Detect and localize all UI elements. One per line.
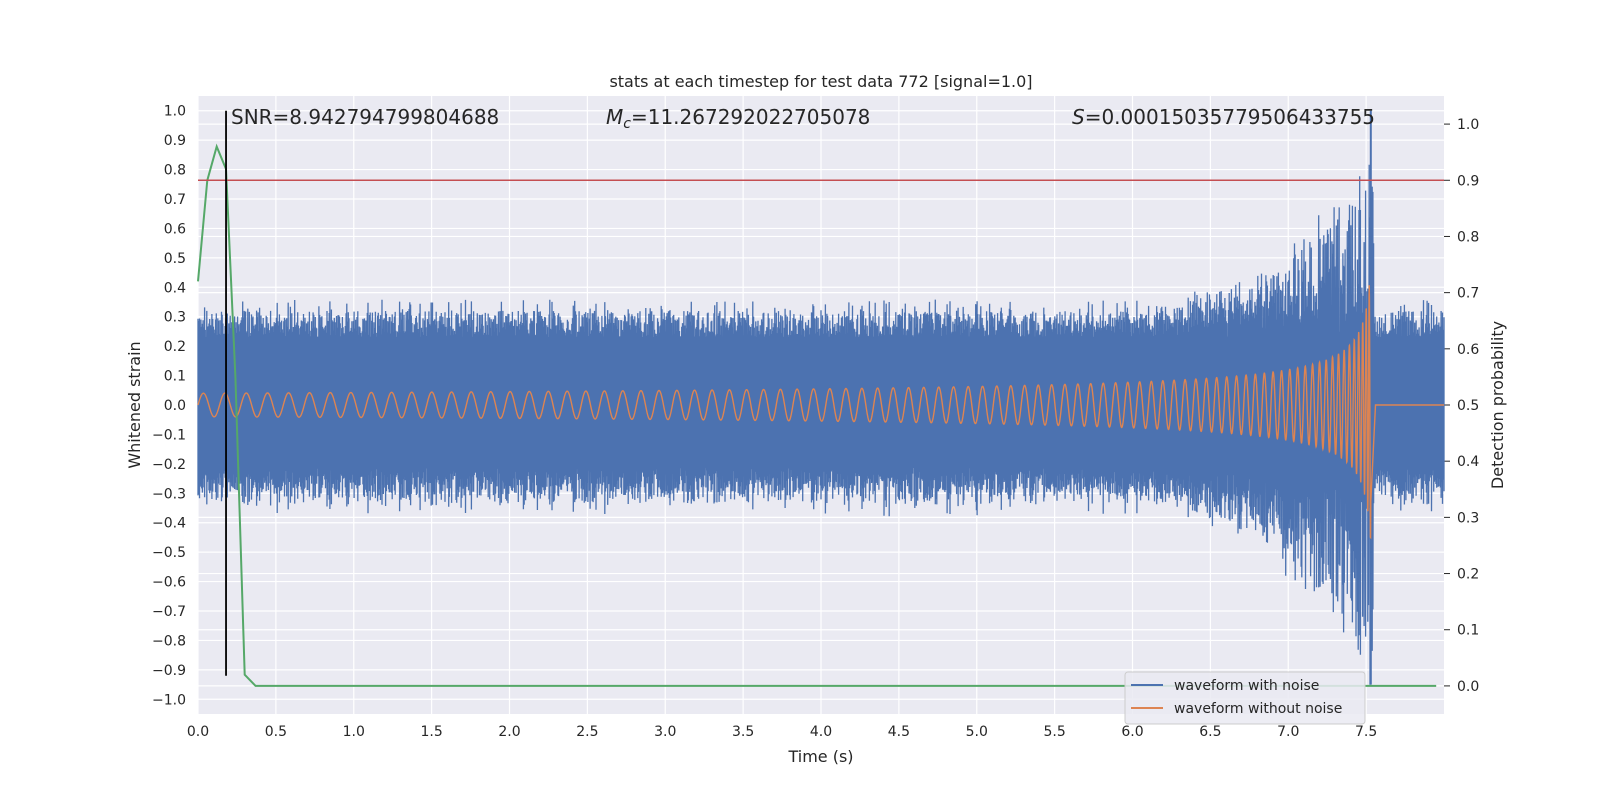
- x-tick-label: 3.5: [732, 724, 754, 740]
- y2-tick-label: 0.4: [1457, 454, 1479, 470]
- y2-tick-label: 0.5: [1457, 398, 1479, 414]
- x-tick-label: 2.5: [576, 724, 598, 740]
- y-tick-label: 0.2: [164, 339, 186, 355]
- y-tick-label: 0.3: [164, 310, 186, 326]
- y-tick-label: −0.7: [152, 604, 186, 620]
- y2-tick-label: 0.8: [1457, 229, 1479, 245]
- y2-tick-label: 0.9: [1457, 173, 1479, 189]
- mc-symbol: M: [606, 105, 623, 129]
- y2-tick-label: 0.1: [1457, 623, 1479, 639]
- y-tick-label: −1.0: [152, 692, 186, 708]
- series-waveform-without-noise: [197, 285, 1444, 540]
- y-tick-label: −0.1: [152, 427, 186, 443]
- x-axis-label: Time (s): [787, 747, 853, 766]
- x-tick-label: 0.5: [265, 724, 287, 740]
- x-tick-label: 1.0: [343, 724, 365, 740]
- x-tick-label: 1.5: [420, 724, 442, 740]
- x-tick-label: 5.0: [966, 724, 988, 740]
- s-symbol: S: [1072, 105, 1085, 129]
- x-tick-label: 5.5: [1043, 724, 1065, 740]
- y2-tick-label: 0.2: [1457, 567, 1479, 583]
- series-layer: [197, 110, 1445, 687]
- x-tick-label: 6.0: [1121, 724, 1143, 740]
- x-tick-label: 4.5: [888, 724, 910, 740]
- x-tick-label: 7.5: [1355, 724, 1377, 740]
- y-tick-label: 0.6: [164, 221, 186, 237]
- series-detection-probability: [197, 143, 1437, 687]
- y-tick-label: 0.7: [164, 192, 186, 208]
- y2-tick-label: 0.0: [1457, 679, 1479, 695]
- chart-title: stats at each timestep for test data 772…: [609, 72, 1032, 91]
- x-tick-label: 0.0: [187, 724, 209, 740]
- x-tick-label: 7.0: [1277, 724, 1299, 740]
- x-tick-label: 3.0: [654, 724, 676, 740]
- mc-value: =11.267292022705078: [631, 105, 870, 129]
- legend-label-noise: waveform with noise: [1174, 678, 1319, 694]
- tick-labels: 0.0 0.5 1.0 1.5 2.0 2.5 3.0 3.5 4.0 4.5 5.0 5.5 6.0 6…: [152, 104, 1479, 740]
- y-tick-label: 0.5: [164, 251, 186, 267]
- y2-tick-label: 0.6: [1457, 342, 1479, 358]
- y-tick-label: −0.9: [152, 663, 186, 679]
- y2-tick-label: 1.0: [1457, 117, 1479, 133]
- legend: waveform with noise waveform without noi…: [1124, 671, 1366, 725]
- s-annotation: S=0.00015035779506433755: [1072, 105, 1375, 129]
- x-tick-label: 2.0: [498, 724, 520, 740]
- legend-box: [1124, 671, 1366, 725]
- y-tick-label: −0.4: [152, 516, 186, 532]
- y-tick-label: −0.3: [152, 486, 186, 502]
- y-tick-label: 0.9: [164, 133, 186, 149]
- mc-annotation: Mc=11.267292022705078: [606, 105, 870, 132]
- x-tick-label: 4.0: [810, 724, 832, 740]
- y-tick-label: −0.8: [152, 633, 186, 649]
- y-tick-label: 0.8: [164, 163, 186, 179]
- mc-subscript: c: [623, 116, 631, 132]
- snr-annotation: SNR=8.942794799804688: [231, 105, 499, 129]
- y-tick-label: −0.5: [152, 545, 186, 561]
- x-tick-label: 6.5: [1199, 724, 1221, 740]
- y2-tick-label: 0.3: [1457, 510, 1479, 526]
- y-tick-label: 0.1: [164, 369, 186, 385]
- y-axis-label: Whitened strain: [125, 341, 144, 468]
- y-tick-label: 0.0: [164, 398, 186, 414]
- overlay-layer: [198, 110, 1444, 676]
- y2-tick-label: 0.7: [1457, 286, 1479, 302]
- y-tick-label: 0.4: [164, 280, 186, 296]
- y-tick-label: −0.6: [152, 575, 186, 591]
- s-value: =0.00015035779506433755: [1085, 105, 1375, 129]
- y-tick-label: 1.0: [164, 104, 186, 120]
- y2-axis-label: Detection probability: [1488, 321, 1507, 489]
- y-tick-label: −0.2: [152, 457, 186, 473]
- legend-label-clean: waveform without noise: [1174, 701, 1342, 717]
- series-waveform-with-noise: [197, 164, 1445, 685]
